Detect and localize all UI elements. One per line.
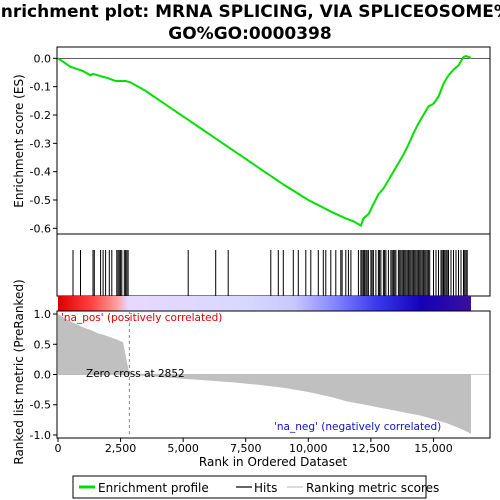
es-y-tick-label: 0.0 [34, 52, 52, 65]
metric-y-tick-label: 1.0 [34, 308, 52, 321]
legend-metric-label: Ranking metric scores [306, 481, 439, 495]
x-tick-label: 12,500 [352, 442, 391, 455]
ranking-metric-area [58, 314, 471, 434]
x-tick-label: 15,000 [414, 442, 453, 455]
enrichment-profile-line [57, 55, 472, 227]
x-tick-label: 0 [55, 442, 62, 455]
es-y-axis: 0.0 -0.1 -0.2 -0.3 -0.4 -0.5 -0.6 [30, 52, 57, 235]
x-tick-label: 7,500 [230, 442, 262, 455]
metric-y-tick-label: -0.5 [30, 399, 51, 412]
legend: Enrichment profile Hits Ranking metric s… [72, 475, 439, 499]
title-line-2: GO%GO:0000398 [168, 24, 331, 44]
metric-y-tick-label: -1.0 [30, 429, 51, 442]
title-line-1: Enrichment plot: MRNA SPLICING, VIA SPLI… [0, 2, 500, 22]
metric-y-tick-label: 0.0 [34, 369, 52, 382]
es-y-tick-label: -0.1 [30, 81, 51, 94]
es-y-tick-label: -0.5 [30, 194, 51, 207]
es-y-tick-label: -0.6 [30, 222, 51, 235]
es-panel-frame [56, 46, 491, 235]
x-axis: 0 2,500 5,000 7,500 10,000 12,500 15,000 [55, 438, 453, 455]
es-y-tick-label: -0.3 [30, 137, 51, 150]
hits-panel-frame [56, 233, 491, 297]
positive-correlation-label: 'na_pos' (positively correlated) [61, 312, 222, 324]
legend-hits-label: Hits [254, 481, 277, 495]
negative-correlation-label: 'na_neg' (negatively correlated) [274, 421, 441, 433]
x-tick-label: 10,000 [289, 442, 328, 455]
es-y-tick-label: -0.2 [30, 109, 51, 122]
hits-group [72, 250, 468, 296]
x-axis-label: Rank in Ordered Dataset [199, 455, 347, 469]
es-y-label: Enrichment score (ES) [12, 74, 26, 207]
metric-y-label: Ranked list metric (PreRanked) [12, 279, 26, 464]
zero-cross-label: Zero cross at 2852 [86, 368, 185, 380]
x-tick-label: 2,500 [105, 442, 137, 455]
x-tick-label: 5,000 [167, 442, 199, 455]
ranking-color-bar [58, 296, 471, 311]
es-y-tick-label: -0.4 [30, 166, 51, 179]
legend-enrichment-label: Enrichment profile [98, 481, 209, 495]
metric-y-tick-label: 0.5 [34, 338, 52, 351]
metric-y-axis: 1.0 0.5 0.0 -0.5 -1.0 [30, 308, 57, 442]
